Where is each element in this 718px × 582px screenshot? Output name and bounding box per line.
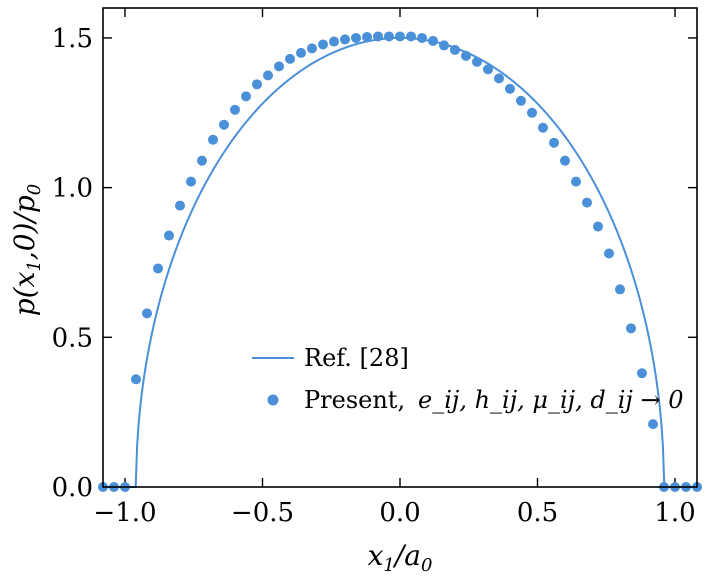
data-point [604,248,614,259]
data-point [395,31,405,42]
data-point [461,50,471,61]
x-tick-label: 0.5 [517,498,558,528]
data-point [362,32,372,43]
y-tick-label: 0.5 [52,323,93,353]
data-point [648,419,658,430]
legend-point-swatch [267,394,279,406]
data-point [483,64,493,75]
data-point [593,221,603,232]
y-axis-ticks: 0.0 0.5 1.0 1.5 [52,24,697,503]
legend-label-present: Present, [304,386,405,414]
data-point [428,35,438,46]
data-point [582,197,592,208]
data-point [637,368,647,379]
data-point [560,155,570,166]
data-point [208,134,218,145]
data-point [197,155,207,166]
data-point [296,47,306,58]
data-point [549,137,559,148]
data-point [307,43,317,54]
x-axis-label: x1/a0 [368,539,433,576]
x-tick-label: −0.5 [231,498,294,528]
data-point [274,61,284,72]
series-points-present [98,31,702,492]
plot-frame [102,7,698,488]
data-point [142,308,152,319]
data-point [351,32,361,43]
data-point [230,104,240,115]
series-line-ref [103,36,697,488]
data-point [406,31,416,42]
data-point [219,119,229,130]
data-point [527,107,537,118]
x-tick-label: −1.0 [93,498,156,528]
data-point [472,56,482,67]
legend: Ref. [28] Present, e_ij, h_ij, μ_ij, d_i… [252,344,684,414]
x-axis-ticks: −1.0 −0.5 0.0 0.5 1.0 [93,8,696,528]
data-point [626,323,636,334]
data-point [494,73,504,84]
data-point [285,53,295,64]
data-point [505,83,515,94]
y-tick-label: 1.5 [52,24,93,54]
data-point [373,31,383,42]
data-point [318,39,328,50]
data-point [263,70,273,81]
data-point [131,374,141,385]
y-tick-label: 1.0 [52,174,93,204]
data-point [340,34,350,45]
data-point [571,176,581,187]
data-point [384,31,394,42]
data-point [252,79,262,90]
data-point [538,122,548,133]
data-point [186,176,196,187]
data-point [153,263,163,274]
data-point [516,95,526,106]
data-point [615,284,625,295]
data-point [450,44,460,55]
data-point [241,91,251,102]
data-point [164,230,174,241]
data-point [439,40,449,51]
legend-label-ref: Ref. [28] [304,344,409,372]
x-tick-label: 1.0 [654,498,695,528]
legend-label-present-math: e_ij, h_ij, μ_ij, d_ij → 0 [418,386,684,414]
data-point [175,200,185,211]
y-tick-label: 0.0 [52,473,93,503]
data-point [329,36,339,47]
x-tick-label: 0.0 [379,498,420,528]
data-point [417,32,427,43]
y-axis-label: p(x1,0)/p0 [8,184,45,317]
